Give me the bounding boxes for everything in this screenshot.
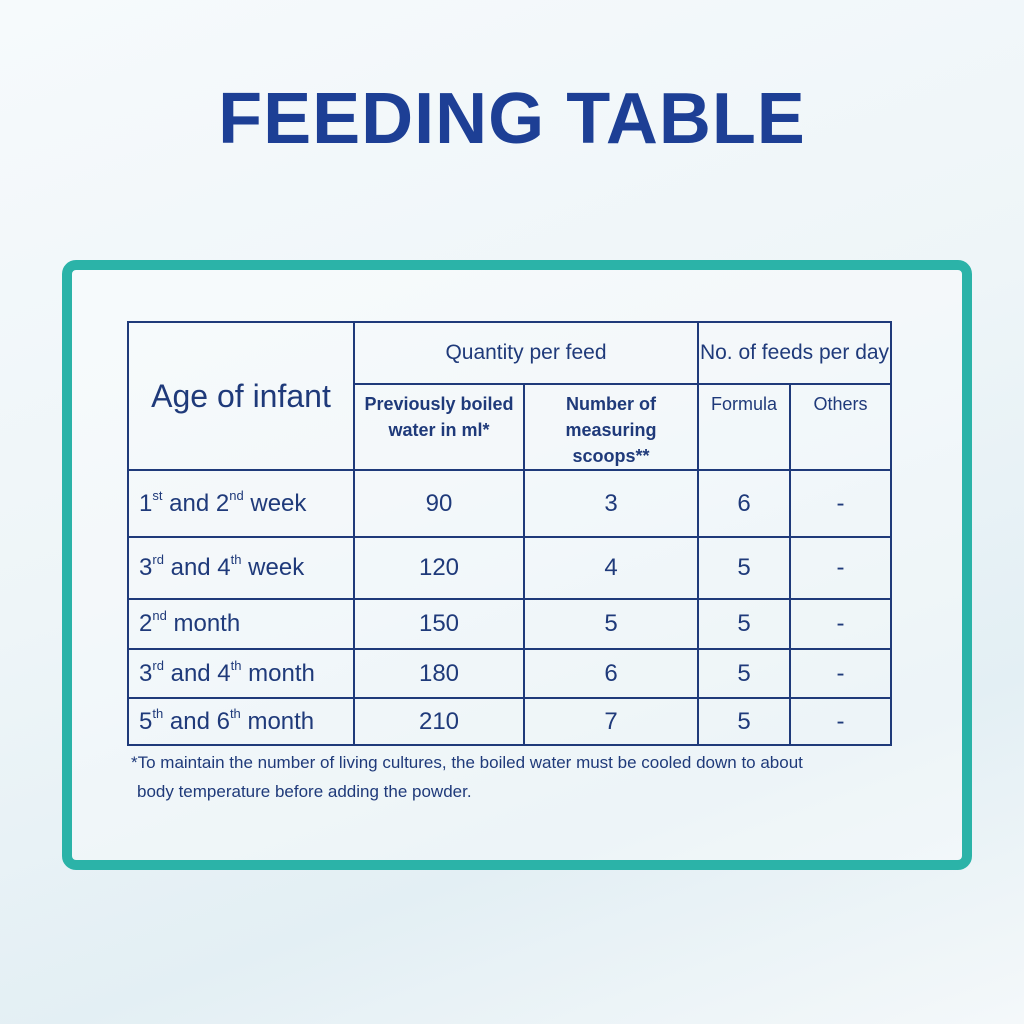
ordinal-suffix: nd xyxy=(152,608,167,623)
ordinal-suffix: th xyxy=(230,552,242,567)
ordinal-suffix: nd xyxy=(229,487,244,503)
value-cell: 5 xyxy=(523,598,699,650)
value-cell: - xyxy=(789,469,892,538)
header-scoops: Number of measuring scoops** xyxy=(523,383,699,471)
table-row: 5th and 6th month 210 7 5- xyxy=(127,697,892,746)
line: Number of xyxy=(566,394,656,414)
ordinal-suffix: th xyxy=(229,705,241,721)
header-feeds: No. of feeds per day xyxy=(697,321,892,385)
value-cell: 5 xyxy=(697,697,791,746)
value-cell: - xyxy=(789,697,892,746)
value-cell: 4 xyxy=(523,536,699,600)
age-cell: 3rd and 4th week xyxy=(127,536,355,600)
line: water in ml* xyxy=(388,420,490,440)
header-age: Age of infant xyxy=(127,321,355,471)
line: Previously boiled xyxy=(364,394,514,414)
table-row: 3rd and 4th month 180 6 5- xyxy=(127,648,892,699)
line: measuring scoops** xyxy=(565,420,657,466)
header-formula: Formula xyxy=(697,383,791,471)
ordinal-suffix: th xyxy=(230,657,242,673)
age-cell: 2nd month xyxy=(127,598,355,650)
value-cell: 210 xyxy=(353,697,525,746)
value-cell: - xyxy=(789,598,892,650)
ordinal-suffix: rd xyxy=(152,657,164,673)
ordinal-suffix: rd xyxy=(152,552,164,567)
table-row: 2nd month 150 5 5- xyxy=(127,598,892,650)
value-cell: 120 xyxy=(353,536,525,600)
value-cell: 5 xyxy=(697,648,791,699)
footnote-line: body temperature before adding the powde… xyxy=(137,782,472,801)
table-row: 1st and 2nd week 90 3 6- xyxy=(127,469,892,538)
value-cell: 150 xyxy=(353,598,525,650)
footnote: *To maintain the number of living cultur… xyxy=(131,748,803,806)
header-water: Previously boiled water in ml* xyxy=(353,383,525,471)
header-others: Others xyxy=(789,383,892,471)
ordinal-suffix: st xyxy=(152,487,163,503)
feeding-table: Age of infant Quantity per feed No. of f… xyxy=(127,321,892,746)
age-cell: 3rd and 4th month xyxy=(127,648,355,699)
value-cell: - xyxy=(789,648,892,699)
value-cell: 6 xyxy=(697,469,791,538)
age-cell: 5th and 6th month xyxy=(127,697,355,746)
footnote-line: *To maintain the number of living cultur… xyxy=(131,753,803,772)
value-cell: - xyxy=(789,536,892,600)
value-cell: 180 xyxy=(353,648,525,699)
header-quantity: Quantity per feed xyxy=(353,321,699,385)
value-cell: 3 xyxy=(523,469,699,538)
ordinal-suffix: th xyxy=(152,705,164,721)
age-cell: 1st and 2nd week xyxy=(127,469,355,538)
table-row: 3rd and 4th week 120 4 5- xyxy=(127,536,892,600)
value-cell: 5 xyxy=(697,598,791,650)
value-cell: 90 xyxy=(353,469,525,538)
value-cell: 7 xyxy=(523,697,699,746)
title: FEEDING TABLE xyxy=(218,79,806,159)
value-cell: 6 xyxy=(523,648,699,699)
value-cell: 5 xyxy=(697,536,791,600)
